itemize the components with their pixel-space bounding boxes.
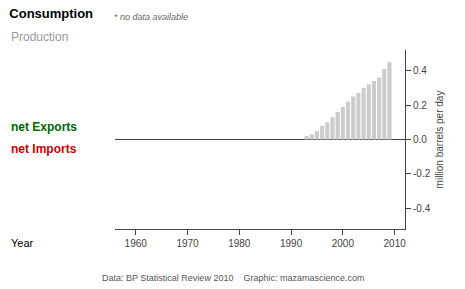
- svg-text:0.2: 0.2: [413, 100, 427, 111]
- svg-text:Data: BP Statistical Review 20: Data: BP Statistical Review 2010 Graphic…: [102, 273, 364, 283]
- svg-text:2000: 2000: [332, 238, 355, 249]
- svg-text:* no data available: * no data available: [114, 12, 188, 22]
- svg-text:net Exports: net Exports: [11, 120, 77, 134]
- svg-text:Year: Year: [11, 237, 34, 249]
- svg-text:million barrels per day: million barrels per day: [434, 91, 445, 189]
- svg-text:1960: 1960: [125, 238, 148, 249]
- svg-text:0.0: 0.0: [413, 134, 427, 145]
- svg-text:-0.2: -0.2: [413, 168, 431, 179]
- svg-text:0.4: 0.4: [413, 65, 427, 76]
- svg-text:Production: Production: [11, 30, 68, 44]
- svg-text:1990: 1990: [280, 238, 303, 249]
- svg-text:Consumption: Consumption: [9, 6, 93, 21]
- svg-text:1980: 1980: [228, 238, 251, 249]
- svg-text:-0.4: -0.4: [413, 203, 431, 214]
- svg-text:net Imports: net Imports: [11, 142, 77, 156]
- svg-text:2010: 2010: [384, 238, 407, 249]
- svg-text:1970: 1970: [176, 238, 199, 249]
